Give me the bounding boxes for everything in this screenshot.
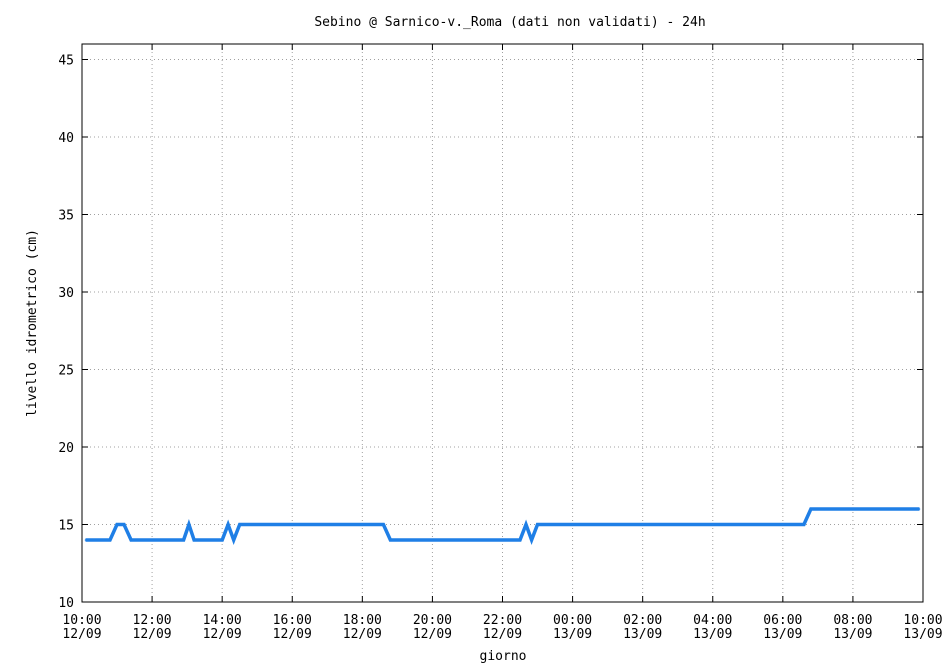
data-point	[123, 523, 125, 526]
data-point	[188, 523, 190, 526]
x-tick-label-time: 18:00	[343, 613, 382, 628]
x-tick-label-date: 13/09	[553, 627, 592, 642]
x-tick-label-date: 12/09	[483, 627, 522, 642]
data-point	[116, 523, 118, 526]
data-point	[130, 539, 132, 541]
y-axis-ticks: 10 15 20 25 30 35 40 45	[58, 54, 923, 611]
data-point	[918, 508, 921, 510]
data-point	[221, 539, 223, 541]
x-tick-label-time: 10:00	[62, 613, 101, 628]
data-point	[536, 523, 539, 526]
x-tick-label-date: 12/09	[203, 627, 242, 642]
x-tick-label-date: 12/09	[133, 627, 172, 642]
x-tick-label-time: 12:00	[133, 613, 172, 628]
x-tick-label-time: 14:00	[203, 613, 242, 628]
y-tick-label: 30	[58, 286, 74, 301]
data-point	[109, 539, 111, 541]
data-point	[803, 523, 805, 526]
y-tick-label: 25	[58, 364, 74, 379]
data-point	[525, 523, 527, 526]
data-point	[84, 539, 87, 541]
x-tick-label-date: 13/09	[693, 627, 732, 642]
y-tick-label: 15	[58, 519, 74, 534]
x-tick-label-time: 00:00	[553, 613, 592, 628]
data-point	[382, 523, 385, 526]
x-tick-label-date: 13/09	[763, 627, 802, 642]
data-point	[238, 523, 241, 526]
y-tick-label: 20	[58, 441, 74, 456]
x-tick-label-time: 02:00	[623, 613, 662, 628]
data-point	[232, 539, 235, 541]
data-point	[389, 539, 392, 541]
x-tick-label-date: 12/09	[343, 627, 382, 642]
x-tick-label-time: 10:00	[903, 613, 942, 628]
data-point	[530, 539, 533, 541]
x-tick-label-time: 08:00	[833, 613, 872, 628]
data-point	[193, 539, 195, 541]
y-axis-label: livello idrometrico (cm)	[25, 229, 40, 417]
data-point	[227, 523, 229, 526]
data-point	[182, 539, 185, 541]
x-tick-label-date: 12/09	[62, 627, 101, 642]
series-layer	[84, 507, 921, 546]
x-tick-label-date: 13/09	[903, 627, 942, 642]
x-axis-ticks: 10:0012/0912:0012/0914:0012/0916:0012/09…	[62, 44, 943, 642]
x-tick-label-date: 13/09	[623, 627, 662, 642]
chart-title: Sebino @ Sarnico-v._Roma (dati non valid…	[314, 15, 705, 30]
x-tick-label-time: 16:00	[273, 613, 312, 628]
x-tick-label-date: 12/09	[413, 627, 452, 642]
y-tick-label: 35	[58, 209, 74, 224]
grid	[82, 44, 923, 602]
data-point	[519, 539, 521, 541]
x-tick-label-time: 22:00	[483, 613, 522, 628]
y-tick-label: 45	[58, 54, 74, 69]
data-point	[810, 508, 812, 510]
y-tick-label: 10	[58, 596, 74, 611]
x-tick-label-date: 12/09	[273, 627, 312, 642]
x-axis-label: giorno	[480, 649, 527, 664]
x-tick-label-time: 04:00	[693, 613, 732, 628]
x-tick-label-time: 20:00	[413, 613, 452, 628]
x-tick-label-date: 13/09	[833, 627, 872, 642]
y-tick-label: 40	[58, 131, 74, 146]
x-tick-label-time: 06:00	[763, 613, 802, 628]
plot-frame	[81, 43, 924, 603]
